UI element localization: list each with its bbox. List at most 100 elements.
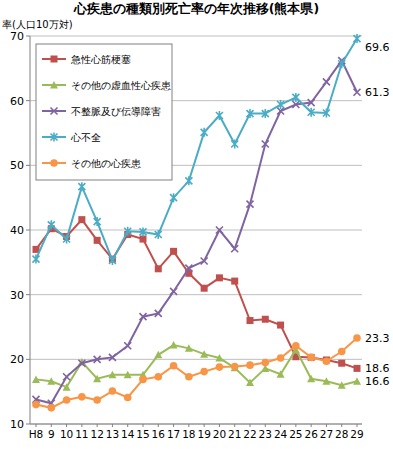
data-point bbox=[247, 201, 254, 208]
data-point bbox=[231, 139, 238, 148]
data-point bbox=[109, 256, 116, 265]
marker-shape bbox=[94, 356, 101, 363]
x-tick bbox=[66, 424, 67, 427]
marker-shape bbox=[155, 310, 162, 317]
x-tick-label: 25 bbox=[289, 428, 302, 440]
y-tick-label: 20 bbox=[10, 353, 24, 366]
y-tick bbox=[26, 36, 30, 37]
data-point bbox=[170, 248, 177, 255]
marker-shape bbox=[94, 237, 101, 244]
marker-shape bbox=[354, 365, 361, 372]
y-axis bbox=[30, 36, 31, 424]
marker-shape bbox=[155, 230, 162, 239]
x-tick bbox=[295, 424, 296, 427]
marker-shape bbox=[140, 227, 147, 236]
data-point bbox=[185, 344, 193, 352]
marker-shape bbox=[32, 375, 40, 383]
grid-line bbox=[30, 294, 362, 295]
marker-shape bbox=[308, 354, 315, 361]
marker-shape bbox=[231, 363, 239, 371]
x-tick bbox=[326, 424, 327, 427]
x-tick-label: 17 bbox=[167, 428, 180, 440]
marker-shape bbox=[185, 265, 192, 272]
data-point bbox=[354, 89, 361, 96]
marker-shape bbox=[323, 108, 330, 117]
data-point bbox=[338, 59, 345, 68]
legend-label: 心不全 bbox=[70, 132, 101, 143]
x-tick-label: 13 bbox=[106, 428, 119, 440]
data-point bbox=[277, 100, 284, 109]
data-point bbox=[78, 216, 85, 223]
marker-shape bbox=[63, 383, 71, 391]
data-point bbox=[246, 361, 254, 369]
data-point bbox=[47, 377, 55, 385]
marker-shape bbox=[63, 396, 71, 404]
x-tick-label: 28 bbox=[335, 428, 348, 440]
marker-shape bbox=[154, 351, 162, 359]
marker-shape bbox=[48, 220, 55, 229]
marker-shape bbox=[354, 89, 361, 96]
grid-line bbox=[30, 36, 362, 37]
data-point bbox=[154, 351, 162, 359]
marker-shape bbox=[185, 176, 192, 185]
marker-shape bbox=[231, 278, 238, 285]
legend-marker bbox=[51, 133, 58, 142]
marker-shape bbox=[170, 288, 177, 295]
chart-svg: 心疾患の種類別死亡率の年次推移(熊本県)率(人口10万対)10203040506… bbox=[0, 0, 393, 449]
x-tick bbox=[311, 424, 312, 427]
marker-shape bbox=[78, 216, 85, 223]
marker-shape bbox=[50, 81, 58, 89]
data-point bbox=[94, 237, 101, 244]
series-line bbox=[36, 220, 357, 369]
marker-shape bbox=[51, 108, 58, 115]
data-point bbox=[94, 217, 101, 226]
y-tick-label: 60 bbox=[10, 95, 24, 108]
marker-shape bbox=[200, 350, 208, 358]
data-point bbox=[261, 359, 269, 367]
x-tick bbox=[250, 424, 251, 427]
data-point bbox=[216, 274, 223, 281]
data-point bbox=[33, 255, 40, 264]
marker-shape bbox=[277, 100, 284, 109]
data-point bbox=[231, 278, 238, 285]
data-point bbox=[308, 108, 315, 117]
x-tick bbox=[81, 424, 82, 427]
x-tick-label: 12 bbox=[90, 428, 103, 440]
data-point bbox=[216, 363, 224, 371]
marker-shape bbox=[246, 361, 254, 369]
x-tick-label: H8 bbox=[29, 428, 44, 440]
marker-shape bbox=[124, 227, 131, 236]
marker-shape bbox=[231, 139, 238, 148]
series-line bbox=[36, 338, 357, 408]
data-point bbox=[308, 99, 315, 106]
data-point bbox=[140, 227, 147, 236]
data-point bbox=[78, 393, 86, 401]
x-tick-label: 19 bbox=[197, 428, 210, 440]
marker-shape bbox=[338, 59, 345, 68]
y-tick bbox=[26, 424, 30, 425]
marker-shape bbox=[307, 375, 315, 383]
x-tick bbox=[51, 424, 52, 427]
data-point bbox=[170, 362, 178, 370]
data-point bbox=[353, 334, 361, 342]
marker-shape bbox=[246, 379, 254, 387]
data-point bbox=[215, 354, 223, 362]
marker-shape bbox=[124, 371, 132, 379]
marker-shape bbox=[63, 235, 70, 244]
marker-shape bbox=[322, 377, 330, 385]
marker-shape bbox=[262, 140, 269, 147]
data-point bbox=[247, 109, 254, 118]
marker-shape bbox=[308, 99, 315, 106]
marker-shape bbox=[353, 334, 361, 342]
data-point bbox=[63, 396, 71, 404]
marker-shape bbox=[185, 344, 193, 352]
data-point bbox=[155, 310, 162, 317]
marker-shape bbox=[201, 258, 208, 265]
marker-shape bbox=[109, 256, 116, 265]
x-tick bbox=[280, 424, 281, 427]
marker-shape bbox=[78, 393, 86, 401]
data-point bbox=[292, 101, 299, 108]
y-tick bbox=[26, 100, 30, 101]
marker-shape bbox=[33, 255, 40, 264]
data-point bbox=[307, 354, 315, 362]
